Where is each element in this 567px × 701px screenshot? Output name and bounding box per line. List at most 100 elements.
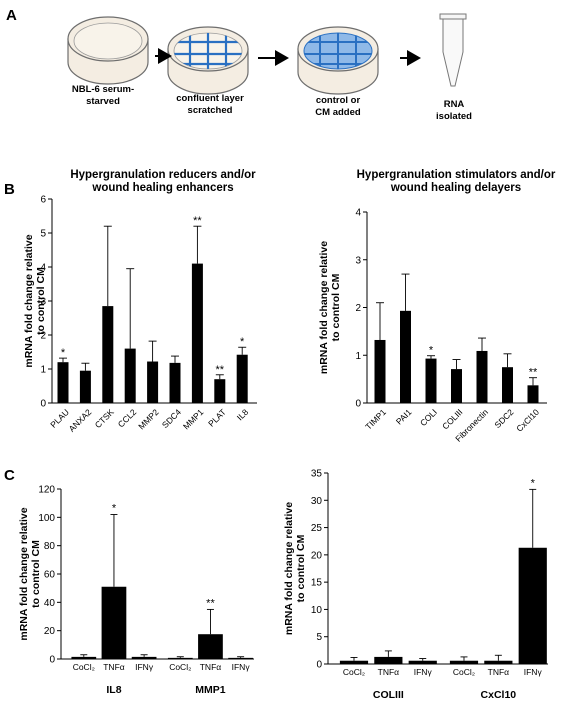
y-axis-label: mRNA fold change relative [18, 507, 30, 640]
group-label: MMP1 [195, 684, 225, 696]
bar [167, 657, 193, 659]
bar [476, 350, 488, 403]
bar [527, 385, 539, 403]
treatment-label: IFNγ [232, 662, 251, 672]
step-caption: control or [316, 95, 361, 106]
x-tick-label: CxCl10 [514, 407, 541, 434]
bar [408, 660, 437, 664]
bar [147, 361, 159, 403]
treatment-label: CoCl₂ [73, 662, 95, 672]
x-tick-label: MMP1 [181, 407, 206, 432]
bar [169, 362, 181, 403]
y-tick-label: 0 [49, 655, 55, 666]
treatment-label: IFNγ [414, 667, 433, 677]
y-axis-label: to control CM [35, 267, 47, 335]
chart-title: wound healing delayers [390, 182, 521, 194]
treatment-label: TNFα [200, 662, 222, 672]
treatment-label: CoCl₂ [453, 667, 475, 677]
treatment-label: TNFα [488, 667, 510, 677]
workflow-diagram: NBL-6 serum- starved confluent layer scr… [67, 13, 472, 122]
treatment-label: CoCl₂ [343, 667, 365, 677]
y-tick-label: 0 [40, 399, 46, 410]
chart-title: Hypergranulation reducers and/or [70, 169, 256, 181]
step-caption: scratched [188, 105, 233, 116]
significance-label: * [531, 477, 536, 489]
y-tick-label: 20 [311, 550, 323, 561]
y-tick-label: 80 [44, 541, 56, 552]
bar [400, 310, 411, 403]
y-tick-label: 120 [38, 485, 55, 496]
bar [374, 339, 386, 403]
bar [518, 547, 547, 664]
y-tick-label: 3 [40, 297, 46, 308]
chart-c-left: 0 20 40 60 80 100 120 mRNA fold change relative… [18, 485, 254, 696]
petri-dish-icon [67, 16, 149, 85]
x-tick-label: CCL2 [116, 407, 139, 430]
bar [191, 263, 203, 403]
y-tick-label: 5 [40, 229, 46, 240]
y-tick-label: 20 [44, 626, 56, 637]
bar [339, 660, 369, 664]
x-tick-label: PAI1 [394, 407, 414, 427]
y-axis-label: to control CM [30, 540, 42, 608]
bar [502, 367, 513, 403]
bar [484, 660, 513, 664]
chart-c-right: 0 5 10 15 20 25 30 35 mRNA fold change relative t… [283, 469, 548, 701]
significance-label: ** [529, 367, 538, 379]
step-caption: CM added [315, 107, 361, 118]
significance-label: * [240, 336, 245, 348]
y-tick-label: 0 [316, 660, 322, 671]
step-caption: starved [86, 96, 120, 107]
significance-label: ** [193, 215, 202, 227]
y-tick-label: 25 [311, 523, 323, 534]
medium-dish-icon [297, 26, 379, 95]
x-tick-label: ANXA2 [67, 407, 94, 434]
y-tick-label: 0 [355, 399, 361, 410]
y-axis-label: mRNA fold change relative [318, 241, 330, 374]
bar [236, 354, 248, 403]
bar [57, 362, 69, 403]
y-tick-label: 60 [44, 570, 56, 581]
panel-label-b: B [4, 181, 15, 198]
significance-label: * [112, 503, 117, 515]
x-tick-label: MMP2 [136, 407, 161, 432]
y-tick-label: 1 [40, 365, 46, 376]
y-tick-label: 3 [355, 255, 361, 266]
bar [101, 586, 127, 659]
y-tick-label: 40 [44, 598, 56, 609]
group-label: IL8 [106, 684, 121, 696]
step-caption: confluent layer [176, 93, 244, 104]
x-tick-label: CTSK [93, 407, 116, 430]
bar [124, 348, 136, 403]
y-tick-label: 30 [311, 496, 323, 507]
y-tick-label: 5 [316, 632, 322, 643]
bar [374, 656, 403, 664]
y-tick-label: 1 [355, 351, 361, 362]
bar [214, 379, 226, 403]
bar [102, 306, 114, 403]
y-tick-label: 15 [311, 578, 323, 589]
step-caption: RNA [444, 99, 465, 110]
significance-label: * [61, 347, 66, 359]
y-tick-label: 2 [355, 303, 361, 314]
bar [451, 369, 462, 403]
y-axis-label: mRNA fold change relative [23, 234, 35, 367]
significance-label: * [429, 345, 434, 357]
bar [228, 657, 253, 659]
bar [131, 656, 157, 659]
rna-tube-icon [439, 13, 467, 87]
bar [71, 656, 97, 659]
step-caption: NBL-6 serum- [72, 84, 134, 95]
treatment-label: IFNγ [135, 662, 154, 672]
bar [79, 370, 91, 403]
x-tick-label: IL8 [235, 407, 251, 423]
panel-label-a: A [6, 7, 17, 24]
y-axis-label: to control CM [295, 534, 307, 602]
bar [425, 358, 437, 403]
bar [198, 634, 223, 659]
chart-title: wound healing enhancers [91, 182, 233, 194]
chart-title: Hypergranulation stimulators and/or [357, 169, 556, 181]
panel-label-c: C [4, 467, 15, 484]
x-tick-label: SDC4 [160, 407, 183, 430]
